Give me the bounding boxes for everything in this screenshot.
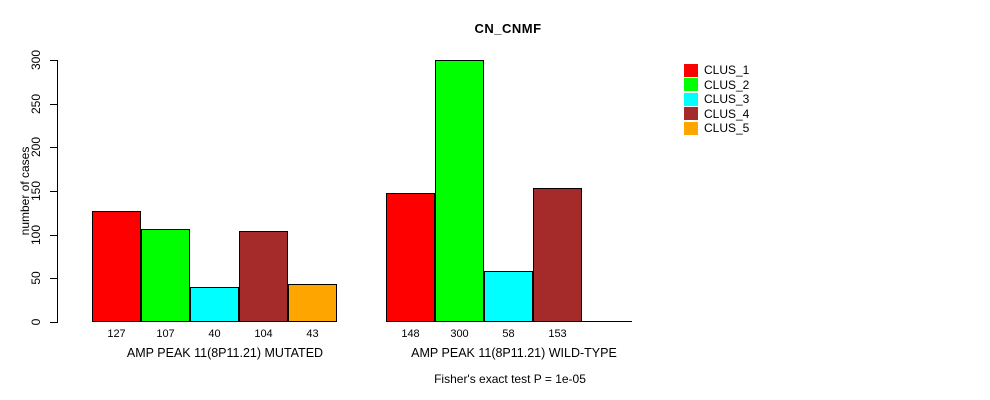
bar-value-label: 104 [254,328,273,340]
bar-value-label: 43 [306,328,319,340]
legend: CLUS_1 CLUS_2 CLUS_3 CLUS_4 CLUS_5 [684,63,749,136]
legend-item-clus_1: CLUS_1 [684,63,749,78]
y-axis-tick-label: 250 [29,93,43,114]
group-label-wild-type: AMP PEAK 11(8P11.21) WILD-TYPE [411,346,617,360]
bar-value-label: 40 [208,328,221,340]
chart-title: CN_CNMF [474,21,542,36]
fisher-test-annotation: Fisher's exact test P = 1e-05 [434,372,586,386]
bar-value-label: 153 [548,328,567,340]
bar-clus_4-group1 [239,231,288,322]
y-axis-tick [50,60,57,61]
group-label-mutated: AMP PEAK 11(8P11.21) MUTATED [126,346,324,360]
bar-clus_1-group1 [92,211,141,322]
bar-clus_4-group2 [533,188,582,322]
bar-clus_5-group2-zero [582,321,632,322]
legend-label: CLUS_2 [704,77,750,92]
bar-value-label: 300 [450,328,469,340]
y-axis-tick [50,234,57,236]
bar-value-label: 107 [156,328,175,340]
bar-clus_3-group1 [190,287,239,322]
legend-label: CLUS_4 [704,106,750,121]
bar-clus_3-group2 [484,271,533,322]
y-axis-line [57,60,58,323]
legend-item-clus_3: CLUS_3 [684,92,749,107]
legend-item-clus_2: CLUS_2 [684,78,749,93]
bar-value-label: 127 [107,328,126,340]
y-axis-tick-label: 50 [29,271,43,286]
y-axis-tick-label: 0 [29,318,43,326]
y-axis-tick-label: 300 [29,49,43,71]
bar-clus_2-group2 [435,60,484,322]
legend-label: CLUS_1 [704,63,750,78]
bar-clus_2-group1 [141,229,190,322]
legend-label: CLUS_5 [704,121,750,136]
y-axis-tick [50,322,57,323]
bar-clus_1-group2 [386,193,435,322]
legend-item-clus_4: CLUS_4 [684,107,749,122]
legend-color-swatch [684,92,698,106]
legend-item-clus_5: CLUS_5 [684,121,749,136]
y-axis-tick [50,278,57,280]
y-axis-tick-label: 200 [29,137,43,158]
bar-value-label: 148 [401,328,420,340]
legend-label: CLUS_3 [704,92,750,107]
bar-value-label: 58 [502,328,515,340]
y-axis-tick [50,103,57,105]
y-axis-tick [50,147,57,149]
legend-color-swatch [684,107,698,121]
y-axis-tick [50,191,57,192]
bar-clus_5-group1 [288,284,337,322]
y-axis-tick-label: 150 [29,180,43,202]
legend-color-swatch [684,78,698,92]
legend-color-swatch [684,121,698,135]
y-axis-tick-label: 100 [29,224,43,245]
legend-color-swatch [684,63,698,77]
